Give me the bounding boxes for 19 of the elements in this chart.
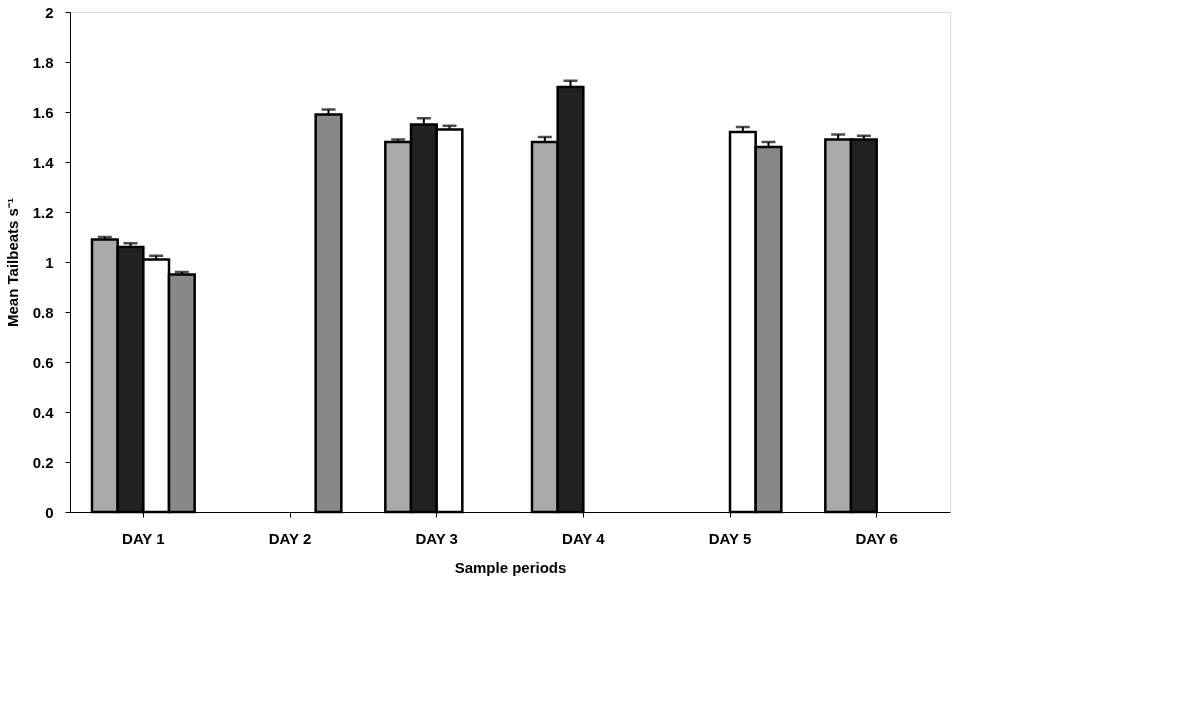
y-tick-label: 0 xyxy=(45,503,54,521)
y-tick-label: 0.8 xyxy=(32,303,54,321)
y-tick-label: 1.6 xyxy=(32,103,54,121)
x-axis-title: Sample periods xyxy=(454,558,567,576)
y-tick-label: 0.6 xyxy=(32,353,54,371)
x-tick-label: DAY 1 xyxy=(122,529,165,547)
x-tick-label: DAY 4 xyxy=(562,529,606,547)
y-tick-label: 0.2 xyxy=(32,453,54,471)
y-tick-label: 1 xyxy=(45,253,54,271)
x-tick-label: DAY 2 xyxy=(268,529,312,547)
x-tick-label: DAY 3 xyxy=(415,529,458,547)
y-tick-label: 1.2 xyxy=(32,203,54,221)
x-tick-label: DAY 5 xyxy=(708,529,752,547)
y-tick-label: 1.8 xyxy=(32,53,54,71)
y-tick-label: 1.4 xyxy=(32,153,55,171)
x-tick-label: DAY 6 xyxy=(855,529,898,547)
y-tick-label: 2 xyxy=(45,3,54,21)
y-tick-label: 0.4 xyxy=(32,403,55,421)
y-axis-title: Mean Tailbeats s⁻¹ xyxy=(3,198,21,327)
